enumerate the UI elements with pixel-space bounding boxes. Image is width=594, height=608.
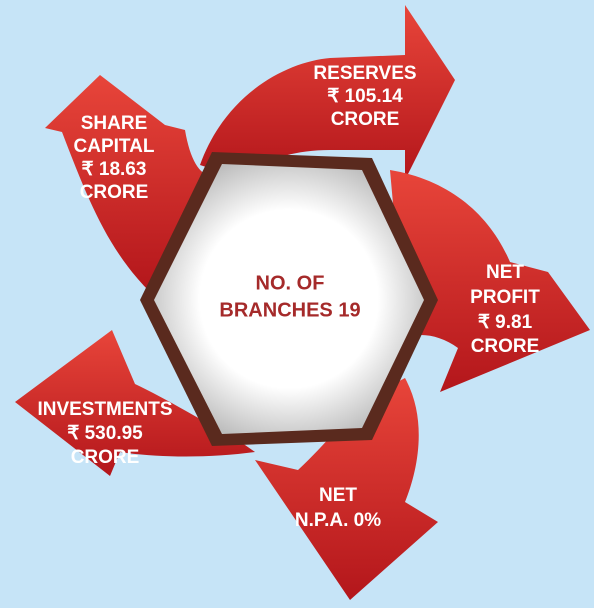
item-line: CAPITAL bbox=[74, 136, 155, 157]
item-line: SHARE bbox=[81, 113, 148, 134]
arrow-reserves bbox=[200, 5, 455, 180]
item-line: N.P.A. 0% bbox=[295, 510, 381, 531]
arrow-share-capital bbox=[45, 75, 210, 292]
item-line: CRORE bbox=[331, 109, 400, 130]
item-line: ₹ 18.63 bbox=[82, 159, 147, 180]
arrow-investments bbox=[15, 330, 255, 476]
item-line: PROFIT bbox=[470, 287, 540, 308]
arrow-net-profit bbox=[390, 170, 590, 392]
item-line: INVESTMENTS bbox=[37, 399, 172, 420]
hub bbox=[154, 164, 424, 434]
arrow-npa bbox=[255, 378, 438, 600]
item-line: RESERVES bbox=[313, 63, 416, 84]
item-line: NET bbox=[319, 485, 357, 506]
item-line: ₹ 9.81 bbox=[478, 312, 533, 333]
center-line: BRANCHES 19 bbox=[219, 299, 360, 321]
item-line: ₹ 105.14 bbox=[327, 86, 403, 107]
item-line: CRORE bbox=[471, 336, 540, 357]
item-line: CRORE bbox=[80, 182, 149, 203]
item-line: NET bbox=[486, 262, 524, 283]
center-line: NO. OF bbox=[256, 272, 325, 294]
item-line: CRORE bbox=[71, 447, 140, 468]
item-line: ₹ 530.95 bbox=[67, 423, 143, 444]
